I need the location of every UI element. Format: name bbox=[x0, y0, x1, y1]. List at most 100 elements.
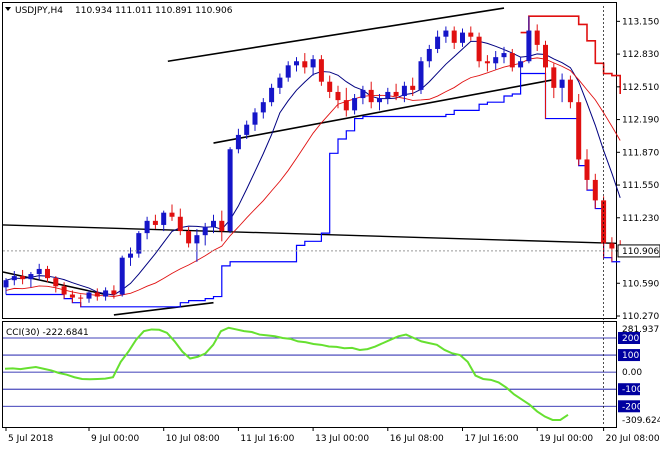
main-plot-frame bbox=[2, 2, 617, 319]
candle-body bbox=[128, 253, 133, 258]
candle-body bbox=[335, 91, 341, 101]
candle-body bbox=[401, 85, 407, 97]
trendline bbox=[2, 224, 617, 245]
candle-body bbox=[451, 30, 457, 43]
candle-body bbox=[136, 233, 142, 254]
candle-body bbox=[592, 179, 598, 201]
candle-body bbox=[543, 44, 548, 68]
candle-body bbox=[11, 276, 17, 281]
candle-body bbox=[186, 231, 192, 244]
candle-body bbox=[609, 243, 615, 249]
cci-plot-frame bbox=[2, 321, 617, 428]
candle-body bbox=[385, 91, 391, 99]
price-tick-label: 111.550 bbox=[622, 181, 659, 191]
candle-body bbox=[302, 61, 308, 68]
cci-tick-label: 0.00 bbox=[622, 368, 642, 378]
time-tick-label: 19 Jul 00:00 bbox=[539, 434, 593, 444]
candle-body bbox=[244, 124, 250, 135]
price-tick-label: 111.230 bbox=[622, 214, 659, 224]
price-tick-label: 113.150 bbox=[622, 17, 659, 27]
candle-body bbox=[269, 87, 275, 103]
price-tick-label: 110.270 bbox=[622, 312, 659, 322]
cci-level-lines bbox=[3, 337, 616, 407]
symbol-label: USDJPY,H4 bbox=[15, 6, 63, 16]
current-price-box bbox=[617, 244, 660, 258]
candle-body bbox=[551, 67, 557, 88]
symbol-dropdown-icon[interactable] bbox=[5, 7, 11, 11]
candle-body bbox=[94, 292, 100, 297]
candle-body bbox=[194, 235, 200, 244]
cci-level-box bbox=[618, 383, 640, 396]
candle-body bbox=[152, 220, 158, 225]
candle-body bbox=[476, 36, 482, 62]
time-tick-label: 5 Jul 2018 bbox=[8, 434, 53, 444]
price-tick-label: 112.190 bbox=[622, 116, 659, 126]
trendline bbox=[113, 301, 214, 316]
candle-body bbox=[169, 212, 175, 217]
candle-body bbox=[343, 100, 349, 111]
trendline bbox=[213, 78, 554, 144]
candle-body bbox=[426, 48, 432, 62]
time-axis: 5 Jul 2018 9 Jul 00:00 10 Jul 08:00 11 Jul … bbox=[5, 6, 660, 444]
candle-body bbox=[468, 32, 474, 37]
cci-axis: 281.9371200 100 0.00 -100 -200 -309.6249 bbox=[618, 325, 660, 426]
candle-body bbox=[20, 276, 26, 280]
candle-body bbox=[534, 30, 540, 45]
candle-body bbox=[360, 89, 366, 99]
candle-body bbox=[567, 79, 573, 103]
candle-body bbox=[501, 53, 507, 58]
candle-body bbox=[493, 57, 499, 64]
candle-body bbox=[177, 216, 183, 232]
candle-body bbox=[78, 297, 84, 299]
candle-body bbox=[518, 61, 524, 68]
candle-body bbox=[526, 30, 532, 62]
candle-body bbox=[285, 65, 291, 78]
cci-level-box bbox=[618, 349, 640, 362]
cci-series-line bbox=[4, 326, 569, 421]
candle-body bbox=[211, 220, 216, 227]
candle-body bbox=[410, 85, 416, 90]
candle-body bbox=[227, 149, 233, 232]
indicator-lines bbox=[5, 15, 622, 308]
time-tick-label: 20 Jul 08:00 bbox=[606, 434, 660, 444]
time-tick-label: 11 Jul 16:00 bbox=[240, 434, 294, 444]
upper-envelope-line bbox=[520, 15, 622, 94]
candle-body bbox=[45, 268, 50, 279]
candle-body bbox=[352, 98, 358, 111]
candle-body bbox=[393, 91, 399, 97]
candle-body bbox=[277, 77, 283, 88]
price-tick-label: 112.510 bbox=[622, 83, 659, 93]
candle-body bbox=[509, 53, 515, 68]
candle-body bbox=[576, 102, 582, 160]
trendline bbox=[167, 7, 505, 63]
candle-body bbox=[584, 159, 590, 180]
candle-body bbox=[202, 226, 208, 236]
time-tick-label: 10 Jul 08:00 bbox=[166, 434, 220, 444]
candle-body bbox=[28, 274, 34, 280]
candle-body bbox=[460, 32, 465, 43]
candle-body bbox=[161, 212, 167, 225]
candle-body bbox=[69, 294, 75, 298]
cci-level-box bbox=[618, 331, 640, 344]
price-tick-label: 111.870 bbox=[622, 148, 659, 158]
lower-envelope-line bbox=[6, 72, 621, 308]
candle-body bbox=[219, 220, 225, 232]
candle-body bbox=[61, 286, 67, 295]
candle-body bbox=[252, 112, 258, 125]
time-tick-label: 9 Jul 00:00 bbox=[91, 434, 140, 444]
cci-tick-label: 200 bbox=[622, 334, 639, 344]
candle-body bbox=[601, 200, 607, 244]
time-tick-label: 13 Jul 00:00 bbox=[315, 434, 369, 444]
candle-body bbox=[484, 61, 490, 64]
candle-body bbox=[418, 61, 424, 90]
cci-indicator-label: CCI(30) -222.6841 bbox=[6, 328, 89, 338]
candle-body bbox=[144, 220, 150, 234]
candle-body bbox=[260, 102, 266, 113]
candle-body bbox=[310, 59, 316, 68]
time-tick-label: 16 Jul 08:00 bbox=[390, 434, 444, 444]
cci-tick-label: -100 bbox=[622, 385, 643, 395]
time-tick-label: 17 Jul 16:00 bbox=[465, 434, 519, 444]
candle-body bbox=[103, 290, 109, 297]
cci-level-box bbox=[618, 400, 640, 413]
